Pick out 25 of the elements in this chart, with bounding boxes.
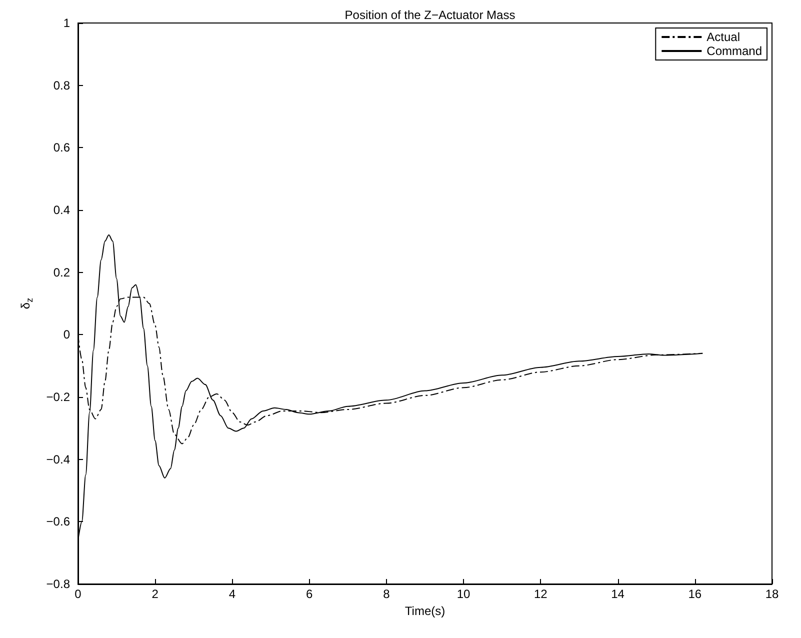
y-tick-label: 0.2 xyxy=(53,265,70,280)
x-tick-label: 6 xyxy=(306,587,313,601)
y-tick-label: −0.4 xyxy=(46,452,70,466)
x-tick-label: 18 xyxy=(765,587,779,601)
x-axis-title: Time(s) xyxy=(404,604,446,618)
x-tick-label: 4 xyxy=(228,587,236,601)
x-tick-label: 0 xyxy=(74,587,82,601)
y-tick-label: 0 xyxy=(63,328,70,342)
y-axis-title: δz xyxy=(18,297,34,310)
x-tick-label: 14 xyxy=(611,587,625,601)
y-tick-label: 0.4 xyxy=(53,203,70,217)
y-tick-label: 0.6 xyxy=(53,140,70,155)
y-tick-label: −0.8 xyxy=(46,577,70,591)
x-tick-label: 12 xyxy=(534,587,548,601)
x-tick-label: 16 xyxy=(688,587,702,601)
x-tick-label: 10 xyxy=(456,587,471,601)
chart-title: Position of the Z−Actuator Mass xyxy=(344,8,516,22)
y-tick-label: 1 xyxy=(63,16,70,30)
y-tick-label: 0.8 xyxy=(53,78,70,92)
y-tick-label: −0.2 xyxy=(46,390,70,404)
legend-label: Actual xyxy=(706,30,740,44)
y-tick-label: −0.6 xyxy=(46,514,70,529)
x-tick-label: 2 xyxy=(152,587,159,601)
legend-label: Command xyxy=(706,44,762,58)
x-tick-label: 8 xyxy=(383,587,390,601)
